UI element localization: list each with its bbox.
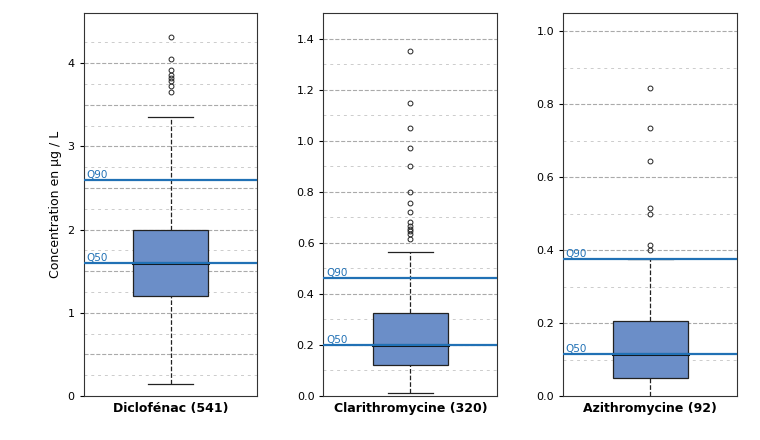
Bar [373, 313, 448, 365]
Text: Q90: Q90 [86, 170, 107, 180]
Text: Q90: Q90 [326, 268, 347, 278]
X-axis label: Diclofénac (541): Diclofénac (541) [112, 402, 228, 414]
Text: Q90: Q90 [566, 249, 587, 259]
X-axis label: Azithromycine (92): Azithromycine (92) [584, 402, 717, 414]
Y-axis label: Concentration en µg / L: Concentration en µg / L [49, 131, 62, 278]
Bar [133, 230, 207, 296]
Text: Q50: Q50 [326, 335, 347, 345]
Bar [613, 321, 688, 378]
Text: Q50: Q50 [566, 344, 587, 354]
X-axis label: Clarithromycine (320): Clarithromycine (320) [334, 402, 487, 414]
Text: Q50: Q50 [86, 253, 107, 263]
